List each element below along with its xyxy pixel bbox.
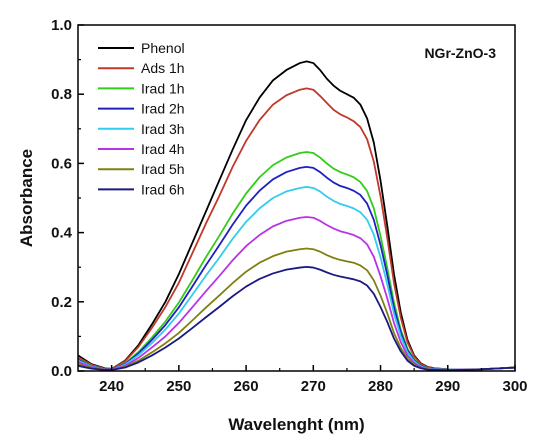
- y-tick-label: 1.0: [51, 17, 72, 34]
- x-tick-label: 270: [301, 378, 326, 395]
- legend-label-7: Irad 5h: [141, 161, 185, 177]
- series-layer: [77, 60, 516, 372]
- x-axis-label: Wavelenght (nm): [228, 415, 364, 434]
- legend-label-4: Irad 2h: [141, 101, 185, 117]
- y-tick-label: 0.4: [51, 225, 73, 242]
- x-tick-label: 240: [99, 378, 124, 395]
- y-tick-label: 0.8: [51, 86, 72, 103]
- legend-label-8: Irad 6h: [141, 181, 185, 197]
- legend: Phenol Ads 1h Irad 1h Irad 2h Irad 3h Irad 4h…: [98, 40, 185, 197]
- y-axis-label: Absorbance: [17, 149, 36, 247]
- legend-label-3: Irad 1h: [141, 80, 185, 96]
- series-line-2: [77, 87, 516, 371]
- x-tick-label: 250: [166, 378, 191, 395]
- series-line-8: [77, 265, 516, 372]
- legend-label-2: Ads 1h: [141, 60, 185, 76]
- series-line-5: [77, 186, 516, 371]
- plot-frame: [77, 24, 516, 372]
- x-tick-label: 280: [368, 378, 393, 395]
- y-tick-label: 0.2: [51, 294, 72, 311]
- x-tick-label: 260: [234, 378, 259, 395]
- legend-label-1: Phenol: [141, 40, 185, 56]
- sample-annotation: NGr-ZnO-3: [424, 45, 496, 61]
- series-line-6: [77, 216, 516, 371]
- x-tick-label: 300: [502, 378, 527, 395]
- ticks-layer: 240 250 260 270 280 290 300 0.0 0.2 0.4 0.6 0.8 1.0: [51, 17, 527, 395]
- legend-label-5: Irad 3h: [141, 121, 185, 137]
- y-tick-label: 0.0: [51, 363, 72, 380]
- legend-label-6: Irad 4h: [141, 141, 185, 157]
- x-tick-label: 290: [435, 378, 460, 395]
- y-tick-label: 0.6: [51, 155, 72, 172]
